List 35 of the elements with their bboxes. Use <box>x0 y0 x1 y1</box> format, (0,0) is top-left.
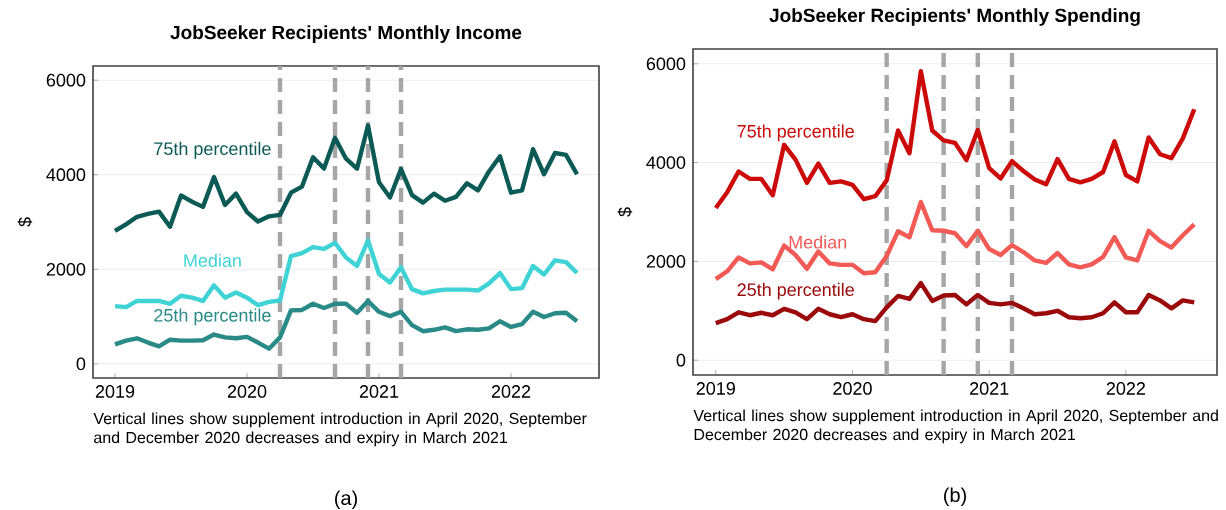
series-label: 75th percentile <box>154 141 271 159</box>
line-series <box>112 123 580 234</box>
y-tick-label: 6000 <box>646 57 686 71</box>
y-tick-label: 4000 <box>646 156 686 169</box>
x-tick-label: 2022 <box>1106 382 1145 395</box>
y-tick-label: 4000 <box>46 168 86 182</box>
x-tick-label: 2019 <box>95 385 135 398</box>
x-tick-label: 2020 <box>833 382 872 395</box>
text: (a) <box>335 490 357 510</box>
text: Vertical lines show supplement introduction in April 2020, September and December 2020 decreases and expiry in March 2021 <box>93 412 587 447</box>
line-series <box>112 298 580 351</box>
y-tick-label: 0 <box>76 357 86 371</box>
y-axis-title: $ <box>617 207 633 217</box>
series-label: 25th percentile <box>154 308 271 326</box>
x-tick-label: 2020 <box>227 385 267 398</box>
line-series <box>713 199 1197 282</box>
chart-title: JobSeeker Recipients' Monthly Spending <box>769 8 1140 26</box>
line-series <box>713 69 1197 211</box>
y-tick-label: 6000 <box>46 73 86 87</box>
series-label: 75th percentile <box>737 124 854 142</box>
text: Vertical lines show supplement introduction in April 2020, September and December 2020 decreases and expiry in March 2021 <box>693 409 1218 444</box>
y-tick-label: 2000 <box>646 255 686 268</box>
y-tick-label: 0 <box>676 353 686 367</box>
series-label: 25th percentile <box>737 282 854 300</box>
chart-title: JobSeeker Recipients' Monthly Income <box>170 25 522 43</box>
y-axis-title: $ <box>17 217 33 227</box>
x-tick-label: 2019 <box>696 382 735 395</box>
y-tick-label: 2000 <box>46 262 86 276</box>
line-series <box>713 280 1197 326</box>
x-tick-label: 2021 <box>359 385 399 398</box>
series-label: Median <box>184 253 241 267</box>
x-tick-label: 2021 <box>970 382 1009 395</box>
x-tick-label: 2022 <box>491 385 531 398</box>
series-label: Median <box>789 235 847 249</box>
text: (b) <box>944 487 966 507</box>
